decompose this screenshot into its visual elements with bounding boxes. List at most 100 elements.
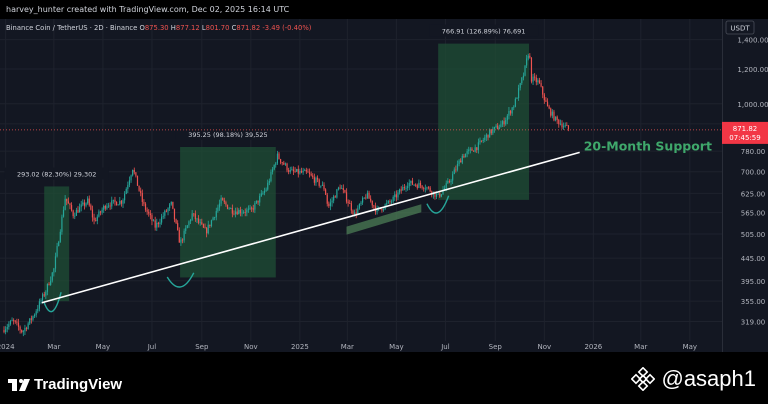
x-tick-label: 2026 xyxy=(584,343,602,351)
candle-body xyxy=(447,181,449,184)
candle-body xyxy=(99,211,102,213)
candle-body xyxy=(234,211,237,214)
candle-body xyxy=(210,220,213,226)
candle-body xyxy=(183,230,185,241)
candle-body xyxy=(239,209,241,214)
tradingview-logo[interactable]: TradingView xyxy=(8,376,122,393)
candle-body xyxy=(96,216,98,221)
candle-body xyxy=(186,225,188,229)
price-tag xyxy=(722,121,768,144)
candle-body xyxy=(162,215,164,217)
candle-body xyxy=(228,208,230,210)
candle-body xyxy=(284,163,287,165)
candle-body xyxy=(181,239,184,241)
candle-body xyxy=(48,283,50,285)
candle-body xyxy=(370,198,372,201)
candle-body xyxy=(386,202,388,205)
candle-body xyxy=(313,177,315,183)
y-tick-label: 445.00 xyxy=(741,255,766,263)
candle-body xyxy=(254,202,256,210)
candle-body xyxy=(554,116,557,121)
candle-body xyxy=(362,198,364,203)
candle-body xyxy=(318,179,320,186)
candle-body xyxy=(394,194,396,197)
candle-body xyxy=(5,329,7,333)
candle-body xyxy=(347,201,349,204)
candle-body xyxy=(72,210,74,217)
candle-body xyxy=(180,239,182,243)
candle-body xyxy=(532,76,534,82)
candle-body xyxy=(42,294,44,301)
candles xyxy=(3,53,570,337)
candle-body xyxy=(395,194,397,198)
currency-label: USDT xyxy=(730,25,750,33)
chart-pane[interactable] xyxy=(0,19,722,352)
candle-body xyxy=(529,55,531,58)
candle-body xyxy=(136,175,139,186)
candle-body xyxy=(455,169,457,171)
candle-body xyxy=(545,100,547,102)
price-axis[interactable] xyxy=(722,19,768,352)
candle-body xyxy=(503,121,505,125)
candle-body xyxy=(111,200,113,207)
candle-body xyxy=(19,326,21,331)
y-tick-label: 1,400.00 xyxy=(737,37,768,45)
candle-body xyxy=(279,159,282,163)
candle-body xyxy=(45,291,47,296)
candle-body xyxy=(257,200,259,203)
candle-body xyxy=(50,280,52,285)
candle-body xyxy=(230,208,232,209)
candle-body xyxy=(114,199,116,202)
candle-body xyxy=(556,116,558,120)
x-tick-label: Mar xyxy=(341,343,354,351)
x-tick-label: Jul xyxy=(440,343,450,351)
candle-body xyxy=(405,187,407,189)
candle-body xyxy=(178,229,180,243)
bounce-arc xyxy=(426,195,450,214)
candle-body xyxy=(27,323,29,329)
candle-body xyxy=(138,185,140,191)
footer: TradingView @asaph1 xyxy=(0,352,768,404)
candle-body xyxy=(40,300,42,302)
candle-body xyxy=(167,208,169,212)
candle-body xyxy=(546,101,549,107)
candle-body xyxy=(328,203,330,207)
candle-body xyxy=(413,184,415,186)
candle-body xyxy=(312,175,314,178)
candle-body xyxy=(222,198,224,201)
candle-body xyxy=(355,212,357,214)
candle-body xyxy=(144,203,147,210)
candle-body xyxy=(450,180,452,183)
symbol-info: Binance Coin / TetherUS · 2D · Binance O… xyxy=(6,24,312,32)
candle-body xyxy=(321,184,324,186)
candle-body xyxy=(400,189,402,191)
candle-body xyxy=(408,182,410,187)
candle-body xyxy=(54,256,57,269)
candle-body xyxy=(17,322,20,327)
candle-body xyxy=(83,202,86,206)
candle-body xyxy=(437,193,439,195)
candle-body xyxy=(371,200,373,206)
candle-body xyxy=(204,227,206,229)
candle-body xyxy=(421,185,423,188)
candle-body xyxy=(214,217,216,219)
x-tick-label: Nov xyxy=(537,343,551,351)
candle-body xyxy=(196,218,198,220)
candle-body xyxy=(329,202,332,207)
candle-body xyxy=(51,272,53,281)
candle-body xyxy=(270,171,272,182)
candle-body xyxy=(288,170,290,172)
candle-body xyxy=(64,198,66,210)
candle-body xyxy=(165,210,168,212)
candle-body xyxy=(93,217,95,221)
candle-body xyxy=(231,208,233,214)
candle-body xyxy=(11,320,13,322)
candle-body xyxy=(500,124,502,128)
candle-body xyxy=(357,208,359,214)
candle-body xyxy=(365,197,367,199)
candle-body xyxy=(21,330,23,333)
candle-body xyxy=(535,77,537,83)
y-tick-label: 1,000.00 xyxy=(737,101,768,109)
candle-body xyxy=(316,177,319,180)
candle-body xyxy=(300,171,303,173)
